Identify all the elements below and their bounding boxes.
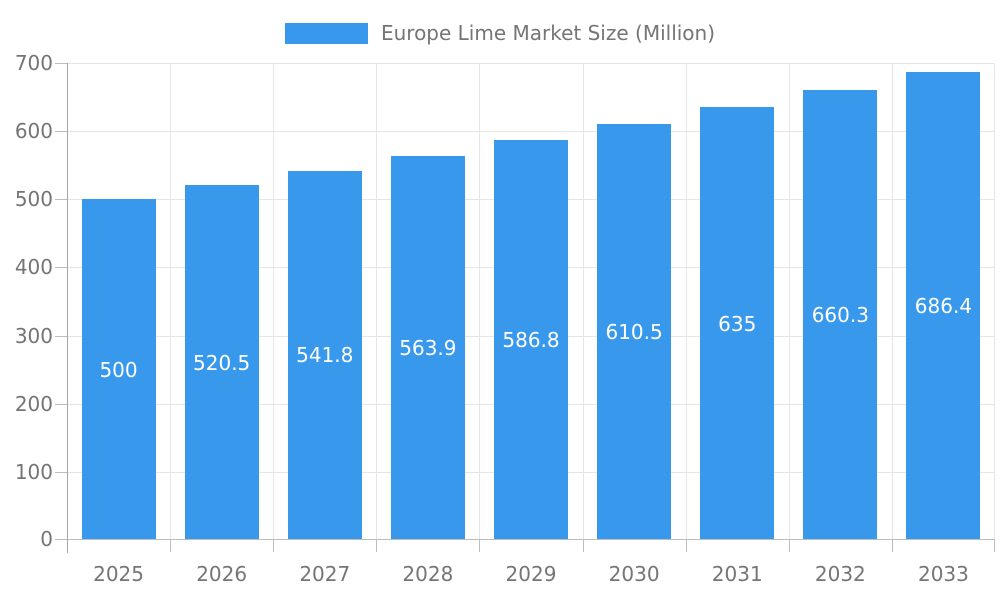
x-tick-mark [170, 540, 171, 552]
y-tick-mark [55, 267, 67, 268]
bar[interactable] [906, 72, 980, 540]
bar-value-label: 563.9 [399, 336, 457, 360]
x-gridline [583, 63, 584, 540]
bar[interactable] [288, 171, 362, 540]
bar-value-label: 660.3 [811, 303, 869, 327]
x-gridline [170, 63, 171, 540]
x-tick-label: 2032 [814, 562, 866, 586]
bar[interactable] [597, 124, 671, 540]
y-tick-label: 100 [14, 460, 53, 484]
y-tick-label: 300 [14, 324, 53, 348]
bar-value-label: 500 [99, 358, 138, 382]
x-tick-mark [789, 540, 790, 552]
legend: Europe Lime Market Size (Million) [0, 21, 1000, 45]
x-tick-mark [583, 540, 584, 552]
bar[interactable] [391, 156, 465, 540]
x-gridline [994, 63, 995, 540]
bar[interactable] [700, 107, 774, 540]
x-tick-label: 2029 [505, 562, 557, 586]
x-tick-label: 2025 [93, 562, 144, 586]
bar[interactable] [185, 185, 259, 540]
x-gridline [479, 63, 480, 540]
x-tick-mark [376, 540, 377, 552]
x-gridline [376, 63, 377, 540]
x-gridline [892, 63, 893, 540]
bar-value-label: 686.4 [914, 294, 973, 318]
y-tick-mark [55, 472, 67, 473]
y-tick-label: 700 [14, 51, 53, 75]
x-tick-mark [892, 540, 893, 552]
y-tick-label: 500 [14, 187, 53, 211]
bar-value-label: 635 [718, 312, 757, 336]
y-tick-mark [55, 336, 67, 337]
legend-swatch-icon [284, 22, 368, 44]
bar-value-label: 586.8 [502, 328, 560, 352]
y-tick-label: 400 [14, 255, 53, 279]
y-tick-label: 200 [14, 392, 53, 416]
x-tick-label: 2031 [711, 562, 763, 586]
x-tick-label: 2028 [402, 562, 454, 586]
bar[interactable] [82, 199, 156, 540]
x-tick-label: 2030 [608, 562, 660, 586]
x-tick-mark [686, 540, 687, 552]
y-tick-mark [55, 404, 67, 405]
y-tick-mark [55, 131, 67, 132]
y-axis-line [67, 63, 68, 553]
legend-label: Europe Lime Market Size (Million) [380, 21, 716, 45]
x-tick-label: 2027 [299, 562, 351, 586]
x-tick-mark [273, 540, 274, 552]
y-tick-label: 0 [40, 527, 53, 551]
plot-area: 0 100 200 300 400 500 600 700 500 2025 520.5 2026 54… [15, 53, 995, 586]
bar-value-label: 541.8 [296, 343, 354, 367]
bar-value-label: 610.5 [605, 320, 663, 344]
x-tick-mark [479, 540, 480, 552]
x-axis-line [67, 539, 995, 540]
bar[interactable] [803, 90, 877, 540]
y-gridline [67, 63, 995, 64]
bar[interactable] [494, 140, 568, 540]
y-tick-mark [55, 539, 67, 540]
x-gridline [273, 63, 274, 540]
x-gridline [686, 63, 687, 540]
y-gridline [67, 131, 995, 132]
y-tick-mark [55, 199, 67, 200]
legend-item[interactable]: Europe Lime Market Size (Million) [284, 21, 716, 45]
x-gridline [789, 63, 790, 540]
y-tick-label: 600 [14, 119, 53, 143]
y-tick-mark [55, 63, 67, 64]
bar-value-label: 520.5 [193, 351, 251, 375]
x-tick-label: 2033 [917, 562, 969, 586]
x-tick-mark [994, 540, 995, 552]
x-tick-label: 2026 [196, 562, 248, 586]
